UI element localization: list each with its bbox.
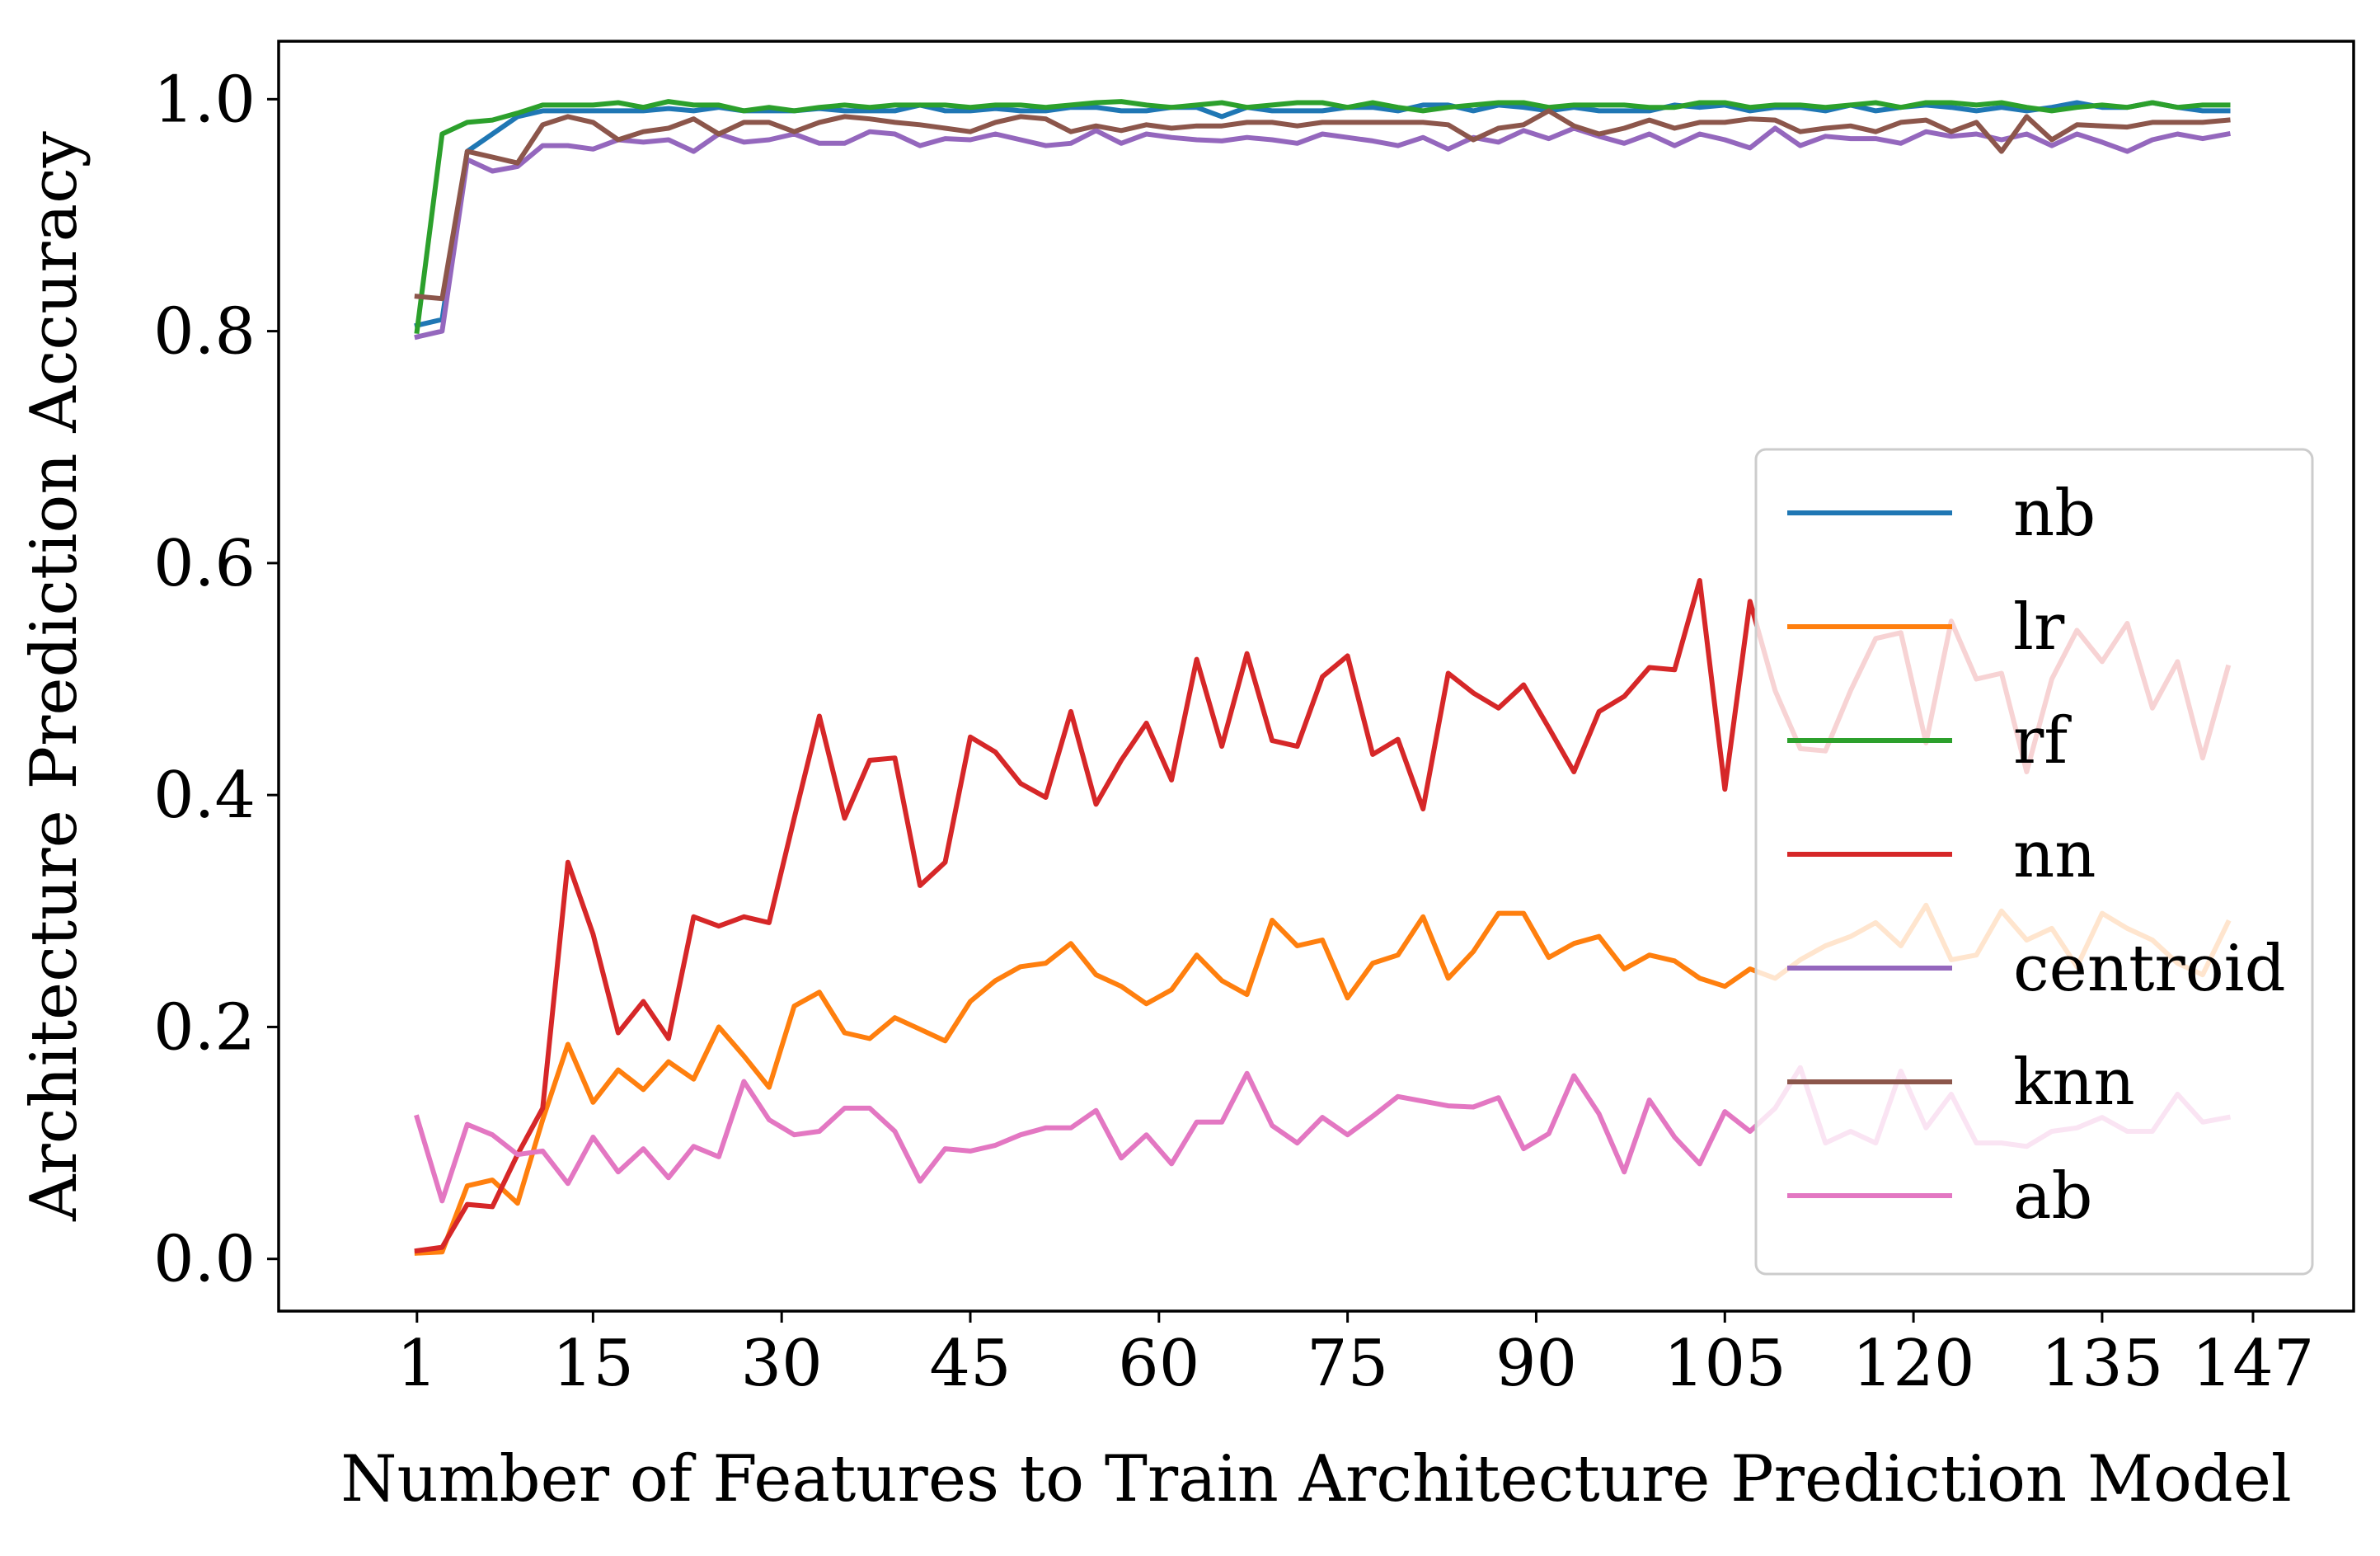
legend-box [1754, 448, 2314, 1276]
legend-label-lr: lr [2013, 590, 2065, 665]
plot-frame [277, 40, 2355, 1313]
y-tick-label: 1.0 [153, 63, 256, 137]
legend-label-ab: ab [2013, 1159, 2092, 1234]
x-tick-label: 120 [1852, 1327, 1975, 1401]
x-tick-label: 1 [397, 1327, 438, 1401]
legend-label-knn: knn [2013, 1046, 2135, 1120]
x-axis-title: Number of Features to Train Architecture… [340, 1442, 2292, 1516]
x-tick-label: 90 [1495, 1327, 1577, 1401]
x-tick-label: 60 [1118, 1327, 1199, 1401]
legend-label-rf: rf [2013, 704, 2072, 778]
legend: nb lr rf nn centroid knn ab [1754, 448, 2314, 1276]
y-tick-label: 0.2 [153, 990, 256, 1065]
series-line-rf [414, 99, 2231, 334]
y-tick-label: 0.4 [153, 759, 256, 833]
series-line-knn [414, 108, 2231, 302]
legend-label-nn: nn [2013, 818, 2096, 892]
x-tick-label: 135 [2040, 1327, 2163, 1401]
x-tick-label: 15 [552, 1327, 634, 1401]
legend-label-nb: nb [2013, 477, 2096, 551]
axis-ticks: 1 15 30 45 60 75 90 105 120 135 147 0.0 0.2 0.4 0.6 0.8… [153, 63, 2314, 1401]
x-tick-label: 75 [1307, 1327, 1388, 1401]
legend-label-centroid: centroid [2013, 932, 2286, 1006]
y-axis-title: Architecture Prediction Accuracy [17, 131, 92, 1222]
x-tick-label: 105 [1664, 1327, 1786, 1401]
x-tick-label: 147 [2192, 1327, 2315, 1401]
y-tick-label: 0.0 [153, 1223, 256, 1297]
x-tick-label: 45 [929, 1327, 1011, 1401]
y-tick-label: 0.8 [153, 295, 256, 369]
y-tick-label: 0.6 [153, 527, 256, 601]
x-tick-label: 30 [741, 1327, 823, 1401]
